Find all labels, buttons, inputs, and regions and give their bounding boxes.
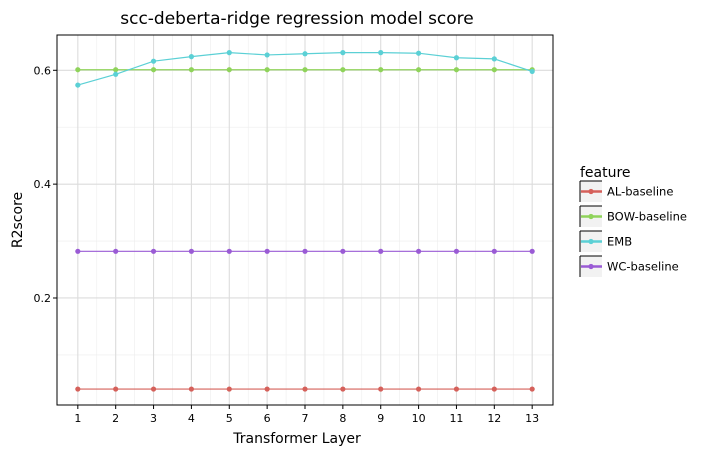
x-tick-label: 9 bbox=[377, 412, 384, 425]
data-point-bow-baseline bbox=[302, 67, 308, 73]
data-point-emb bbox=[529, 68, 535, 75]
data-point-emb bbox=[188, 54, 195, 60]
data-point-al-baseline bbox=[264, 386, 270, 392]
legend-label: AL-baseline bbox=[607, 185, 673, 199]
legend-key-point bbox=[588, 213, 594, 220]
series-layer bbox=[75, 50, 535, 392]
data-point-bow-baseline bbox=[188, 67, 195, 73]
data-point-wc-baseline bbox=[491, 248, 497, 254]
chart-title: scc-deberta-ridge regression model score bbox=[120, 9, 474, 29]
legend-key-point bbox=[588, 188, 594, 195]
data-point-bow-baseline bbox=[378, 67, 384, 73]
legend-item-al-baseline: AL-baseline bbox=[579, 180, 673, 202]
data-point-wc-baseline bbox=[113, 248, 119, 254]
data-point-emb bbox=[226, 50, 232, 56]
data-point-emb bbox=[453, 55, 460, 61]
series-al-baseline bbox=[75, 386, 535, 392]
data-point-wc-baseline bbox=[378, 248, 384, 254]
data-point-bow-baseline bbox=[491, 67, 497, 73]
grid bbox=[57, 35, 553, 405]
legend-item-wc-baseline: WC-baseline bbox=[579, 255, 679, 277]
x-tick-label: 6 bbox=[264, 412, 271, 425]
series-wc-baseline bbox=[75, 248, 535, 254]
data-point-emb bbox=[302, 51, 308, 57]
data-point-bow-baseline bbox=[340, 67, 346, 73]
data-point-bow-baseline bbox=[113, 67, 119, 73]
x-tick-label: 1 bbox=[74, 412, 81, 425]
data-point-wc-baseline bbox=[226, 248, 232, 254]
data-point-bow-baseline bbox=[453, 67, 460, 73]
data-point-emb bbox=[150, 58, 157, 64]
data-point-al-baseline bbox=[415, 386, 422, 392]
x-tick-label: 8 bbox=[339, 412, 346, 425]
legend-label: BOW-baseline bbox=[607, 210, 687, 224]
data-point-al-baseline bbox=[378, 386, 384, 392]
x-tick-label: 7 bbox=[302, 412, 309, 425]
data-point-emb bbox=[415, 50, 422, 56]
y-tick-label: 0.6 bbox=[34, 64, 52, 77]
x-tick-label: 10 bbox=[412, 412, 426, 425]
x-tick-label: 13 bbox=[525, 412, 539, 425]
data-point-al-baseline bbox=[150, 386, 157, 392]
data-point-wc-baseline bbox=[264, 248, 270, 254]
data-point-al-baseline bbox=[188, 386, 195, 392]
x-tick-label: 4 bbox=[188, 412, 195, 425]
x-tick-label: 12 bbox=[487, 412, 501, 425]
y-axis: 0.2 0.4 0.6 bbox=[34, 64, 57, 305]
data-point-al-baseline bbox=[113, 386, 119, 392]
data-point-emb bbox=[75, 82, 81, 88]
data-point-wc-baseline bbox=[188, 248, 195, 254]
x-tick-label: 2 bbox=[112, 412, 119, 425]
data-point-al-baseline bbox=[453, 386, 460, 392]
data-point-emb bbox=[378, 50, 384, 56]
y-tick-label: 0.4 bbox=[34, 178, 52, 191]
data-point-al-baseline bbox=[340, 386, 346, 392]
data-point-bow-baseline bbox=[226, 67, 232, 73]
data-point-bow-baseline bbox=[150, 67, 157, 73]
data-point-al-baseline bbox=[75, 386, 81, 392]
legend-label: WC-baseline bbox=[607, 260, 679, 274]
data-point-emb bbox=[491, 56, 497, 62]
data-point-al-baseline bbox=[226, 386, 232, 392]
legend-item-bow-baseline: BOW-baseline bbox=[579, 205, 687, 227]
data-point-wc-baseline bbox=[150, 248, 157, 254]
data-point-bow-baseline bbox=[75, 67, 81, 73]
data-point-wc-baseline bbox=[453, 248, 460, 254]
legend-key-point bbox=[588, 238, 594, 245]
x-tick-label: 5 bbox=[226, 412, 233, 425]
x-axis: 1 2 3 4 5 6 7 8 9 10 11 12 13 bbox=[74, 405, 539, 425]
legend-title: feature bbox=[580, 165, 631, 181]
data-point-wc-baseline bbox=[75, 248, 81, 254]
x-tick-label: 11 bbox=[449, 412, 463, 425]
y-tick-label: 0.2 bbox=[34, 292, 52, 305]
data-point-emb bbox=[113, 71, 119, 77]
data-point-wc-baseline bbox=[340, 248, 346, 254]
legend-item-emb: EMB bbox=[579, 230, 632, 252]
data-point-wc-baseline bbox=[415, 248, 422, 254]
data-point-emb bbox=[340, 50, 346, 56]
data-point-wc-baseline bbox=[529, 248, 535, 254]
data-point-al-baseline bbox=[491, 386, 497, 392]
legend: feature AL-baseline BOW-baseline EMB WC-bas… bbox=[579, 165, 687, 277]
data-point-emb bbox=[264, 52, 270, 58]
x-tick-label: 3 bbox=[150, 412, 157, 425]
data-point-al-baseline bbox=[302, 386, 308, 392]
data-point-bow-baseline bbox=[264, 67, 270, 73]
y-axis-title: R2score bbox=[10, 192, 26, 248]
data-point-wc-baseline bbox=[302, 248, 308, 254]
series-emb bbox=[75, 50, 535, 88]
data-point-bow-baseline bbox=[415, 67, 422, 73]
legend-key-point bbox=[588, 263, 594, 270]
series-bow-baseline bbox=[75, 67, 535, 73]
data-point-al-baseline bbox=[529, 386, 535, 392]
x-axis-title: Transformer Layer bbox=[232, 431, 361, 447]
legend-label: EMB bbox=[607, 235, 632, 249]
